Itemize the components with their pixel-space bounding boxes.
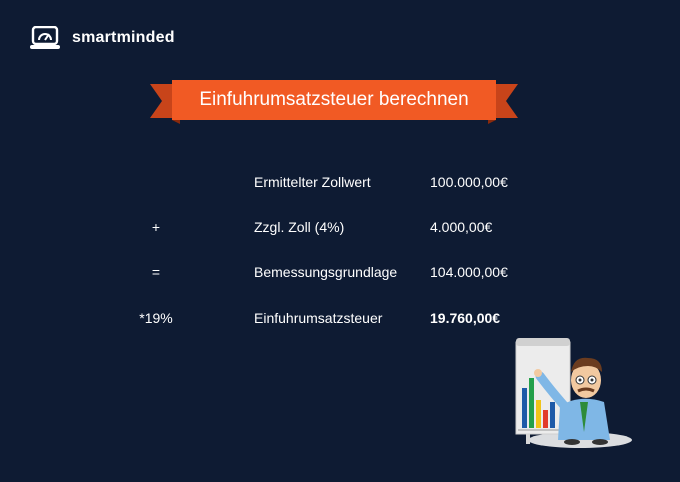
row-operator: *19% bbox=[139, 310, 173, 326]
ribbon-shape bbox=[150, 80, 518, 124]
brand-name: smartminded bbox=[72, 29, 175, 46]
calc-row-import-vat: *19% Einfuhrumsatzsteuer 19.760,00€ bbox=[0, 310, 680, 330]
row-value: 4.000,00€ bbox=[430, 219, 493, 235]
row-value: 100.000,00€ bbox=[430, 174, 508, 190]
row-value: 19.760,00€ bbox=[430, 310, 501, 326]
row-label: Einfuhrumsatzsteuer bbox=[254, 310, 383, 326]
title-banner: Einfuhrumsatzsteuer berechnen bbox=[150, 80, 518, 124]
page-title: Einfuhrumsatzsteuer berechnen bbox=[199, 89, 469, 110]
row-operator: + bbox=[151, 219, 161, 235]
row-label: Zzgl. Zoll (4%) bbox=[254, 219, 345, 235]
row-label: Ermittelter Zollwert bbox=[254, 174, 371, 190]
calc-row-customs-value: Ermittelter Zollwert 100.000,00€ bbox=[0, 174, 680, 194]
brand-logo: smartminded bbox=[30, 26, 175, 50]
presenter-illustration bbox=[508, 336, 638, 456]
laptop-gauge-icon bbox=[30, 26, 60, 49]
row-value: 104.000,00€ bbox=[430, 264, 508, 280]
calc-row-customs-duty: + Zzgl. Zoll (4%) 4.000,00€ bbox=[0, 219, 680, 239]
row-operator: = bbox=[151, 264, 161, 280]
calc-row-assessment-base: = Bemessungsgrundlage 104.000,00€ bbox=[0, 264, 680, 284]
row-label: Bemessungsgrundlage bbox=[254, 264, 398, 280]
